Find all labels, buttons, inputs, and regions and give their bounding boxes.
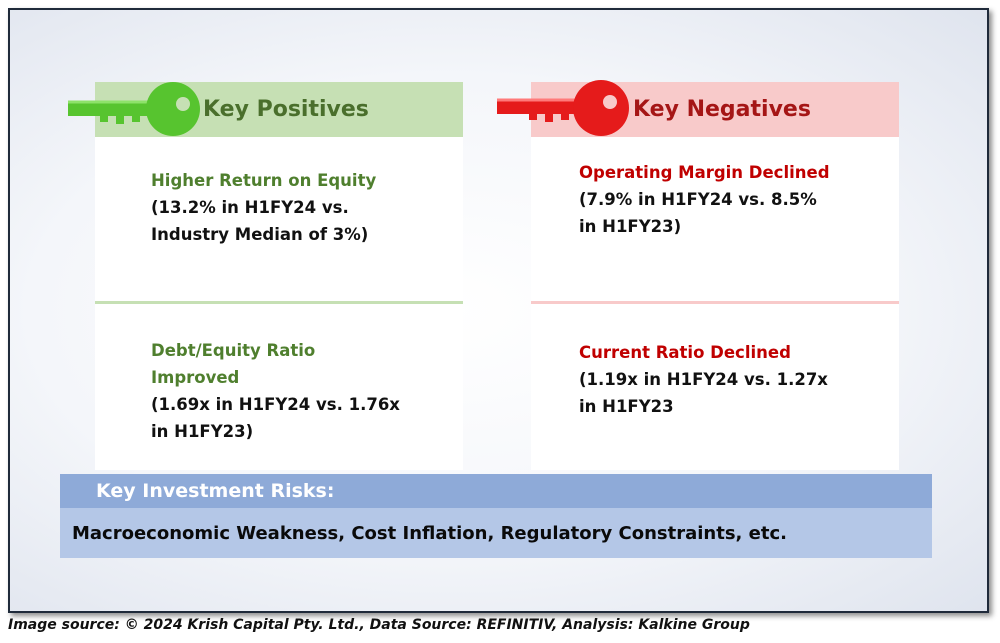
risks-text: Macroeconomic Weakness, Cost Inflation, … bbox=[72, 523, 787, 544]
negative-item-title: Current Ratio Declined bbox=[579, 343, 791, 362]
positive-card-roe: Higher Return on Equity (13.2% in H1FY24… bbox=[95, 137, 463, 305]
positive-item-title: Higher Return on Equity bbox=[151, 171, 377, 190]
negative-card-current-ratio: Current Ratio Declined (1.19x in H1FY24 … bbox=[531, 304, 899, 470]
positive-item-title: Debt/Equity Ratio bbox=[151, 341, 316, 360]
negative-item-title: Operating Margin Declined bbox=[579, 163, 830, 182]
positive-item-title: Improved bbox=[151, 368, 240, 387]
positive-item-detail: Industry Median of 3%) bbox=[151, 225, 369, 244]
negative-item-detail: in H1FY23 bbox=[579, 397, 674, 416]
negative-item-detail: in H1FY23) bbox=[579, 217, 682, 236]
key-investment-risks-body: Macroeconomic Weakness, Cost Inflation, … bbox=[60, 508, 932, 558]
red-key-icon bbox=[497, 80, 629, 136]
positive-item-detail: in H1FY23) bbox=[151, 422, 254, 441]
negative-item-detail: (1.19x in H1FY24 vs. 1.27x bbox=[579, 370, 828, 389]
positive-item-detail: (13.2% in H1FY24 vs. bbox=[151, 198, 349, 217]
key-investment-risks-header: Key Investment Risks: bbox=[60, 474, 932, 508]
positive-card-debt-equity: Debt/Equity Ratio Improved (1.69x in H1F… bbox=[95, 304, 463, 470]
green-key-icon bbox=[68, 82, 200, 136]
key-negatives-title: Key Negatives bbox=[633, 97, 811, 122]
key-positives-title: Key Positives bbox=[203, 97, 369, 122]
image-source-footer: Image source: © 2024 Krish Capital Pty. … bbox=[8, 617, 750, 633]
risks-title: Key Investment Risks: bbox=[96, 480, 335, 502]
positive-item-detail: (1.69x in H1FY24 vs. 1.76x bbox=[151, 395, 400, 414]
negative-item-detail: (7.9% in H1FY24 vs. 8.5% bbox=[579, 190, 817, 209]
negative-card-operating-margin: Operating Margin Declined (7.9% in H1FY2… bbox=[531, 137, 899, 305]
